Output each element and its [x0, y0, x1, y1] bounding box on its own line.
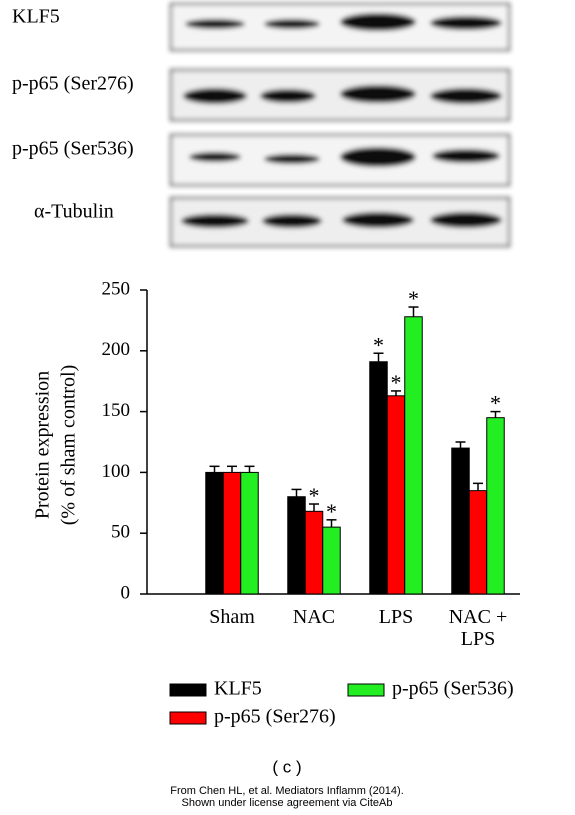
- legend-swatch: [169, 711, 207, 725]
- y-axis-label: (% of sham control): [58, 365, 80, 526]
- y-tick-label: 100: [102, 461, 131, 482]
- blot-label: α-Tubulin: [34, 201, 114, 223]
- x-tick-label: NAC + LPS: [448, 606, 508, 650]
- blot-label: p-p65 (Ser276): [12, 73, 134, 95]
- legend-swatch: [347, 683, 385, 697]
- legend-label: p-p65 (Ser276): [214, 706, 336, 728]
- bar: [222, 471, 242, 595]
- legend-label: KLF5: [214, 678, 262, 700]
- credit: Shown under license agreement via CiteAb: [182, 797, 393, 809]
- significance-marker: *: [373, 332, 384, 357]
- caption: ( c ): [272, 757, 301, 776]
- bar: [322, 526, 341, 595]
- bar: [468, 490, 488, 595]
- bar: [451, 447, 470, 595]
- legend-label: p-p65 (Ser536): [392, 678, 514, 700]
- bar: [287, 496, 306, 595]
- y-tick-label: 250: [102, 278, 131, 299]
- x-tick-label: LPS: [378, 606, 414, 628]
- y-tick-label: 200: [102, 339, 131, 360]
- bar: [404, 316, 423, 595]
- credit: From Chen HL, et al. Mediators Inflamm (…: [170, 785, 404, 797]
- significance-marker: *: [309, 483, 320, 508]
- bar: [369, 361, 388, 595]
- bar: [304, 510, 324, 595]
- bar: [240, 471, 259, 595]
- bar: [486, 417, 505, 595]
- bar: [205, 471, 224, 595]
- significance-marker: *: [490, 391, 501, 416]
- y-tick-label: 50: [111, 522, 130, 543]
- blot: [170, 3, 510, 247]
- y-tick-label: 150: [102, 400, 131, 421]
- bar: [386, 395, 406, 595]
- y-axis-label: Protein expression: [32, 371, 54, 519]
- legend-swatch: [169, 683, 207, 697]
- blot-label: p-p65 (Ser536): [12, 138, 134, 160]
- significance-marker: *: [326, 499, 337, 524]
- x-tick-label: NAC: [292, 606, 336, 628]
- significance-marker: *: [408, 286, 419, 311]
- blot-label: KLF5: [12, 6, 60, 28]
- significance-marker: *: [391, 370, 402, 395]
- y-tick-label: 0: [121, 582, 131, 603]
- x-tick-label: Sham: [209, 606, 255, 628]
